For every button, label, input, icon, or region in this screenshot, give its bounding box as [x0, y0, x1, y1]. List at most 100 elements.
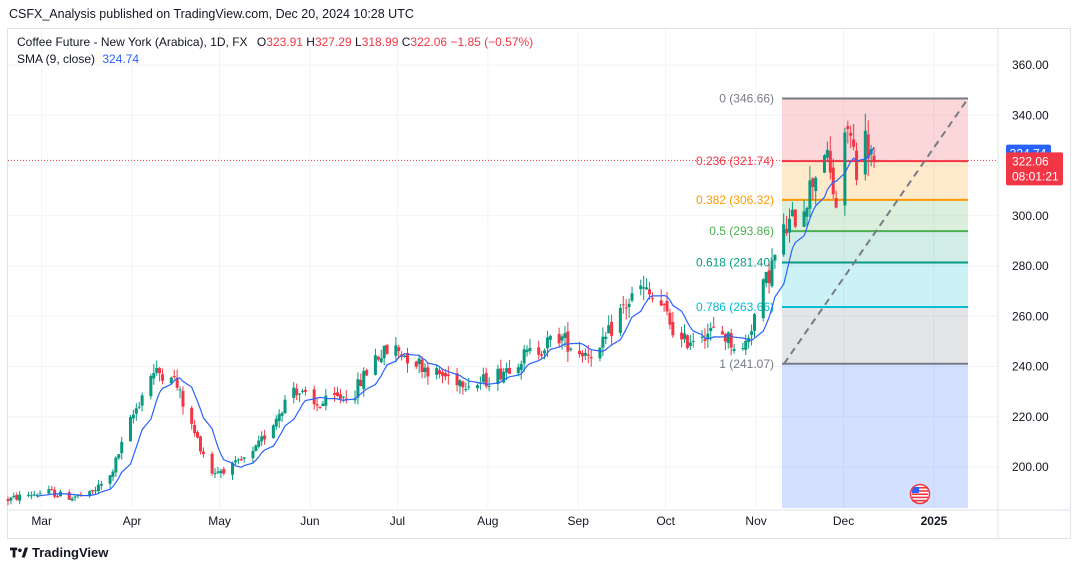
candle-body — [502, 371, 506, 383]
candle-body — [12, 495, 16, 498]
candle-body — [639, 285, 643, 290]
candle-body — [140, 395, 144, 406]
candle-body — [137, 406, 141, 408]
candle-body — [382, 345, 386, 359]
candle-body — [301, 390, 305, 392]
fib-level-label: 0.618 (281.40) — [696, 255, 774, 269]
candle-body — [627, 303, 631, 308]
sma-legend[interactable]: SMA (9, close) 324.74 — [17, 52, 139, 66]
candle-body — [236, 459, 240, 461]
candle-body — [624, 307, 628, 309]
candle-body — [726, 332, 730, 344]
candle-body — [257, 440, 261, 447]
candle-body — [341, 396, 345, 398]
candle-body — [685, 335, 689, 349]
candle-body — [688, 342, 692, 347]
candle-body — [773, 254, 777, 261]
candle-body — [537, 347, 541, 355]
candle-body — [271, 425, 275, 439]
candle-body — [785, 228, 789, 234]
x-tick-label: May — [208, 514, 231, 528]
candle-body — [461, 381, 465, 388]
candle-body — [394, 345, 398, 356]
candle-body — [251, 451, 255, 459]
candle-body — [149, 376, 153, 397]
candle-body — [522, 349, 526, 364]
candle-body — [648, 289, 652, 295]
fib-level-label: 0.382 (306.32) — [696, 193, 774, 207]
candle-body — [790, 209, 794, 217]
candle-body — [805, 207, 809, 217]
candle-body — [426, 367, 430, 377]
candle-body — [438, 370, 442, 375]
y-tick-label: 300.00 — [1012, 209, 1049, 223]
close-label: C — [401, 35, 411, 49]
candle-body — [117, 454, 121, 458]
candle-body — [47, 489, 51, 494]
candle-body — [855, 150, 859, 180]
y-tick-label: 360.00 — [1012, 58, 1049, 72]
candle-body — [198, 436, 202, 452]
candle-body — [76, 494, 80, 497]
candle-body — [26, 494, 30, 496]
candle-body — [298, 393, 302, 395]
candle-body — [834, 198, 838, 208]
candle-body — [231, 463, 235, 475]
fib-zone — [782, 98, 968, 162]
candle-body — [560, 336, 564, 341]
sma-label: SMA (9, close) — [17, 52, 96, 66]
fib-zone-extension — [782, 363, 968, 508]
fib-zone — [782, 307, 968, 364]
candle-body — [362, 370, 366, 389]
flag-stripe — [912, 487, 928, 489]
flag-ring — [909, 483, 931, 505]
symbol-legend[interactable]: Coffee Future - New York (Arabica), 1D, … — [17, 35, 533, 49]
candle-body — [601, 336, 605, 348]
fib-trend-line[interactable] — [783, 97, 969, 365]
candle-body — [732, 349, 736, 351]
candle-body — [528, 347, 532, 351]
candle-body — [56, 496, 60, 498]
candle-body — [706, 333, 710, 339]
candle-body — [312, 389, 316, 405]
fib-zone — [782, 231, 968, 263]
candle-body — [496, 368, 500, 385]
candle-body — [665, 300, 669, 312]
last-price-tag — [1006, 152, 1063, 186]
candle-body — [761, 279, 765, 319]
candle-body — [274, 418, 278, 427]
candle-body — [35, 494, 39, 496]
candle-body — [487, 385, 491, 387]
sma-line — [37, 146, 875, 498]
x-tick-label: 2025 — [921, 514, 948, 528]
chart-frame[interactable] — [7, 28, 1071, 539]
candle-body — [464, 389, 468, 391]
candle-body — [607, 325, 611, 334]
candle-body — [443, 372, 447, 377]
fibonacci-retracement[interactable]: 0 (346.66) 0.236 (321.74) 0.382 (306.32) 0.… — [696, 92, 968, 508]
x-tick-label: Mar — [31, 514, 52, 528]
fib-level-label: 0.786 (263.66) — [696, 300, 774, 314]
candle-body — [397, 347, 401, 352]
candle-body — [621, 304, 625, 306]
y-tick-label: 200.00 — [1012, 460, 1049, 474]
candle-body — [201, 451, 205, 455]
candle-body — [134, 408, 138, 414]
candle-body — [70, 498, 74, 501]
candle-body — [540, 354, 544, 356]
candle-body — [120, 441, 124, 454]
candle-body — [88, 491, 92, 496]
candle-body — [365, 370, 369, 376]
candle-body — [691, 340, 695, 342]
flag-stripe — [912, 499, 928, 502]
candle-body — [155, 367, 159, 373]
candle-body — [73, 496, 77, 498]
candle-body — [403, 355, 407, 358]
candle-body — [700, 336, 704, 338]
tradingview-logo[interactable]: TradingView — [10, 545, 108, 560]
candle-body — [741, 348, 745, 350]
candle-body — [324, 395, 328, 406]
candle-body — [50, 489, 54, 491]
